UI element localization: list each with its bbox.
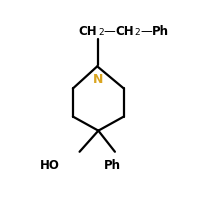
Text: N: N	[93, 73, 103, 85]
Text: 2: 2	[135, 28, 140, 37]
Text: —: —	[104, 25, 116, 37]
Text: Ph: Ph	[104, 159, 121, 171]
Text: —: —	[140, 25, 152, 37]
Text: HO: HO	[40, 159, 60, 171]
Text: CH: CH	[115, 25, 133, 37]
Text: CH: CH	[78, 25, 97, 37]
Text: 2: 2	[98, 28, 104, 37]
Text: Ph: Ph	[151, 25, 168, 37]
